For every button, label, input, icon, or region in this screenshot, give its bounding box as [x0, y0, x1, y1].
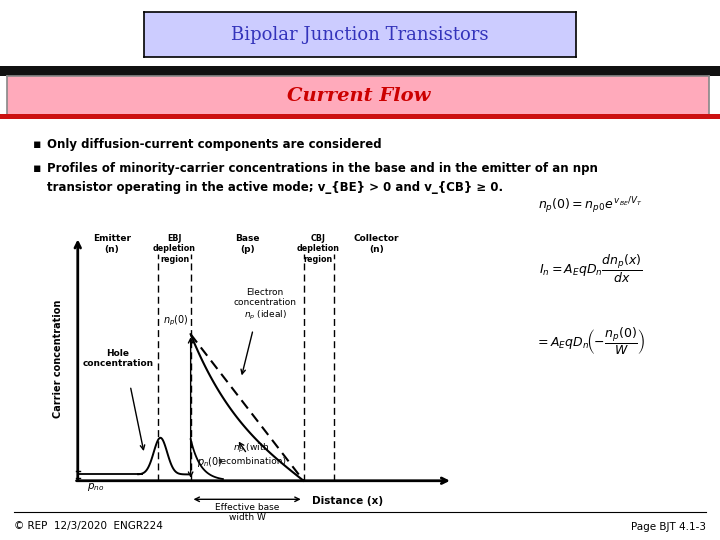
- Text: EBJ
depletion
region: EBJ depletion region: [153, 234, 196, 264]
- Text: Bipolar Junction Transistors: Bipolar Junction Transistors: [231, 25, 489, 44]
- Text: Effective base
width W: Effective base width W: [215, 503, 279, 522]
- Text: $p_{no}$: $p_{no}$: [87, 481, 104, 492]
- Text: Current Flow: Current Flow: [287, 87, 430, 105]
- Text: $p_n(0)$: $p_n(0)$: [197, 455, 222, 469]
- Text: Base
(p): Base (p): [235, 234, 259, 254]
- Text: $n_p$ (with
recombination): $n_p$ (with recombination): [217, 442, 286, 465]
- Text: $= A_E qD_n\!\left(-\dfrac{n_p(0)}{W}\right)$: $= A_E qD_n\!\left(-\dfrac{n_p(0)}{W}\ri…: [535, 326, 646, 357]
- Text: $I_n = A_E qD_n \dfrac{dn_p(x)}{dx}$: $I_n = A_E qD_n \dfrac{dn_p(x)}{dx}$: [539, 253, 642, 285]
- Text: $n_p(0) = n_{p0}e^{\,v_{BE}/V_T}$: $n_p(0) = n_{p0}e^{\,v_{BE}/V_T}$: [538, 195, 643, 215]
- Text: ▪: ▪: [32, 138, 41, 151]
- Text: ▪: ▪: [32, 162, 41, 175]
- Text: Page BJT 4.1-3: Page BJT 4.1-3: [631, 522, 706, 531]
- Text: Profiles of minority-carrier concentrations in the base and in the emitter of an: Profiles of minority-carrier concentrati…: [47, 162, 598, 175]
- Text: © REP  12/3/2020  ENGR224: © REP 12/3/2020 ENGR224: [14, 522, 163, 531]
- Text: CBJ
depletion
region: CBJ depletion region: [297, 234, 340, 264]
- Text: Carrier concentration: Carrier concentration: [53, 300, 63, 418]
- Text: transistor operating in the active mode; v_{BE} > 0 and v_{CB} ≥ 0.: transistor operating in the active mode;…: [47, 181, 503, 194]
- Text: $n_p(0)$: $n_p(0)$: [163, 314, 189, 328]
- Text: Only diffusion-current components are considered: Only diffusion-current components are co…: [47, 138, 382, 151]
- Text: Hole
concentration: Hole concentration: [83, 349, 153, 368]
- Text: Emitter
(n): Emitter (n): [93, 234, 131, 254]
- Text: Electron
concentration
$n_p$ (ideal): Electron concentration $n_p$ (ideal): [234, 288, 297, 322]
- Text: Collector
(n): Collector (n): [354, 234, 399, 254]
- Text: Distance (x): Distance (x): [312, 496, 384, 507]
